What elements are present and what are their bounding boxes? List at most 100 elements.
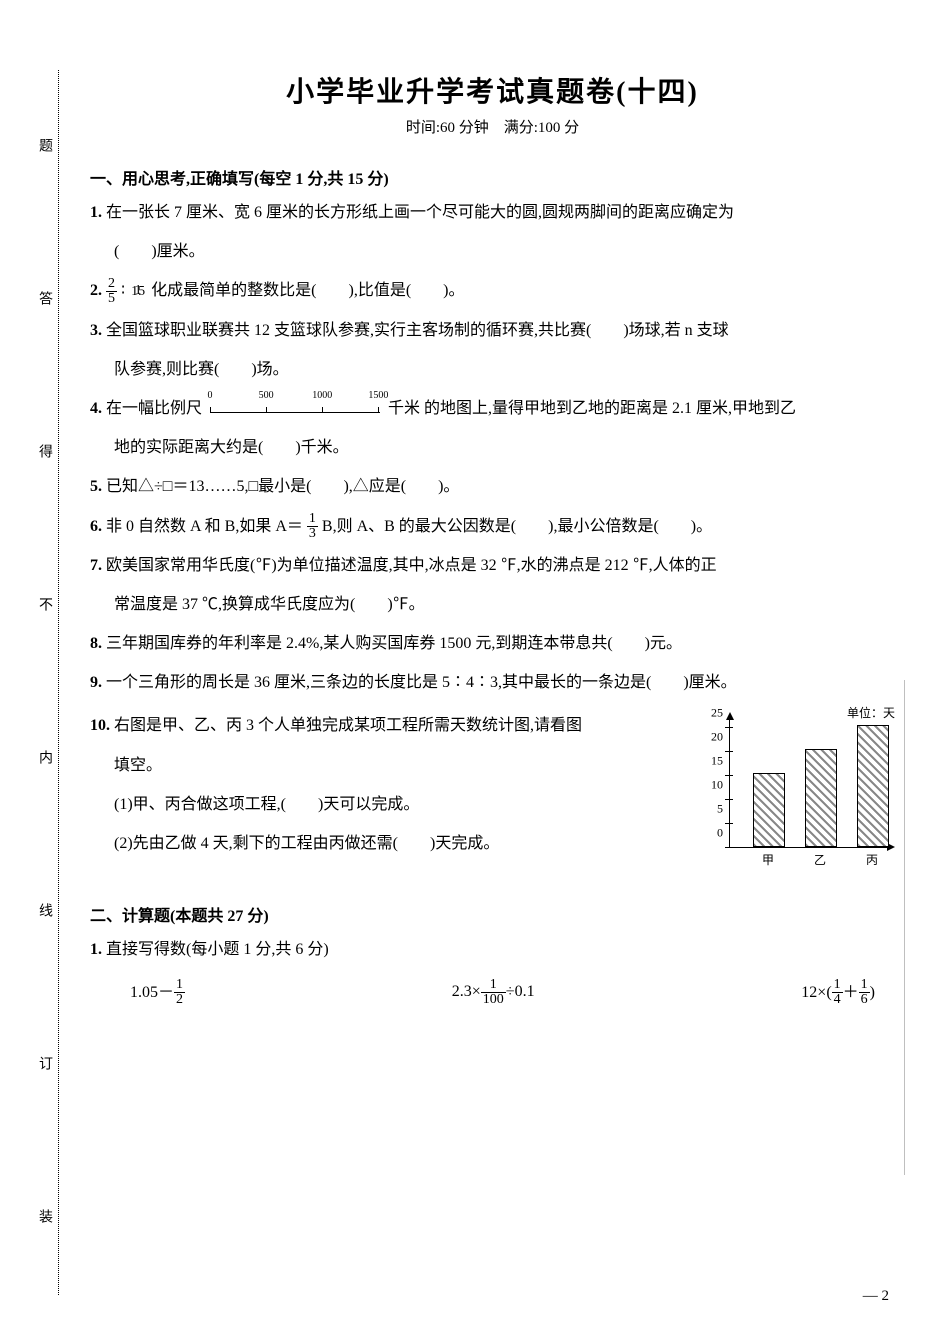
numerator: 2 xyxy=(106,277,117,292)
expr3-plus: ＋ xyxy=(843,984,859,1001)
expr2-text-a: 2.3× xyxy=(452,983,481,1000)
numerator: 1 xyxy=(174,978,185,993)
q2-frac-1: 25 xyxy=(106,277,117,306)
question-5: 5. 已知△÷□＝13……5,□最小是( ),△应是( )。 xyxy=(90,469,895,504)
expr-2: 2.3×1100÷0.1 xyxy=(452,978,535,1008)
denominator: 6 xyxy=(859,993,870,1007)
content-area: 小学毕业升学考试真题卷(十四) 时间:60 分钟 满分:100 分 一、用心思考… xyxy=(90,70,895,1007)
bar-yi xyxy=(805,749,837,847)
chart-unit-label: 单位：天 xyxy=(847,704,895,721)
question-8: 8. 三年期国库券的年利率是 2.4%,某人购买国库券 1500 元,到期连本带… xyxy=(90,626,895,661)
x-axis xyxy=(729,847,889,848)
right-crop-edge xyxy=(903,680,905,1175)
y-tick-label: 0 xyxy=(695,826,723,841)
q8-text: 三年期国库券的年利率是 2.4%,某人购买国库券 1500 元,到期连本带息共(… xyxy=(106,635,682,652)
question-2: 2. 25 ∶ 115 化成最简单的整数比是( ),比值是( )。 xyxy=(90,273,895,308)
question-4-line2: 地的实际距离大约是( )千米。 xyxy=(90,430,895,465)
q10-number: 10. xyxy=(90,717,110,734)
q1-number: 1. xyxy=(90,204,102,221)
q6-number: 6. xyxy=(90,518,102,535)
q10-sub1: (1)甲、丙合做这项工程,( )天可以完成。 xyxy=(90,787,685,822)
binding-char: 题 xyxy=(34,138,54,156)
binding-char: 不 xyxy=(34,597,54,615)
expr1-text: 1.05－ xyxy=(130,984,174,1001)
binding-margin: 装 订 线 内 不 得 答 题 xyxy=(30,70,59,1295)
numerator: 1 xyxy=(307,512,318,527)
scale-label: 1500 xyxy=(368,385,388,407)
y-axis xyxy=(729,718,730,848)
numerator: 1 xyxy=(832,978,843,993)
q3-number: 3. xyxy=(90,322,102,339)
bar-label: 甲 xyxy=(753,851,783,868)
s2-sub1-number: 1. xyxy=(90,941,102,958)
scale-tick xyxy=(210,407,211,413)
expr3-frac-2: 16 xyxy=(859,978,870,1007)
question-10-text: 10. 右图是甲、乙、丙 3 个人单独完成某项工程所需天数统计图,请看图 填空。… xyxy=(90,704,685,874)
full-label: 满分: xyxy=(489,120,538,136)
binding-char: 得 xyxy=(34,444,54,462)
page-title: 小学毕业升学考试真题卷(十四) xyxy=(90,70,895,110)
question-7: 7. 欧美国家常用华氏度(℉)为单位描述温度,其中,冰点是 32 ℉,水的沸点是… xyxy=(90,548,895,583)
q3-text: 全国篮球职业联赛共 12 支篮球队参赛,实行主客场制的循环赛,共比赛( )场球,… xyxy=(106,322,729,339)
expr-3: 12×(14＋16) xyxy=(801,978,875,1008)
expr2-text-b: ÷0.1 xyxy=(506,983,535,1000)
numerator: 1 xyxy=(481,978,506,993)
bar-label: 乙 xyxy=(805,851,835,868)
question-7-line2: 常温度是 37 ℃,换算成华氏度应为( )℉。 xyxy=(90,587,895,622)
q2-text: 化成最简单的整数比是( ),比值是( )。 xyxy=(151,282,464,299)
time-label: 时间: xyxy=(406,120,440,136)
q4-number: 4. xyxy=(90,400,102,417)
q8-number: 8. xyxy=(90,635,102,652)
question-3: 3. 全国篮球职业联赛共 12 支篮球队参赛,实行主客场制的循环赛,共比赛( )… xyxy=(90,313,895,348)
section-2-head: 二、计算题(本题共 27 分) xyxy=(90,902,895,926)
q5-number: 5. xyxy=(90,478,102,495)
y-tick xyxy=(725,847,733,848)
denominator: 100 xyxy=(481,993,506,1007)
q9-number: 9. xyxy=(90,674,102,691)
page-subtitle: 时间:60 分钟 满分:100 分 xyxy=(90,116,895,137)
question-9: 9. 一个三角形的周长是 36 厘米,三条边的长度比是 5∶4∶3,其中最长的一… xyxy=(90,665,895,700)
binding-char: 订 xyxy=(34,1056,54,1074)
q6-frac: 13 xyxy=(307,512,318,541)
scale-label: 1000 xyxy=(312,385,332,407)
q6-text-2: B,则 A、B 的最大公因数是( ),最小公倍数是( )。 xyxy=(322,518,712,535)
section-1-head: 一、用心思考,正确填写(每空 1 分,共 15 分) xyxy=(90,165,895,189)
expr3-frac-1: 14 xyxy=(832,978,843,1007)
q4-text-2: 千米 的地图上,量得甲地到乙地的距离是 2.1 厘米,甲地到乙 xyxy=(388,400,796,417)
question-4: 4. 在一幅比例尺 0 500 1000 1500 千米 的地图上,量得甲地到乙… xyxy=(90,391,895,426)
scale-tick xyxy=(322,407,323,413)
expr2-frac: 1100 xyxy=(481,978,506,1007)
y-tick-label: 5 xyxy=(695,802,723,817)
scale-line xyxy=(210,412,380,413)
s2-sub1-text: 直接写得数(每小题 1 分,共 6 分) xyxy=(106,941,329,958)
question-10-wrap: 10. 右图是甲、乙、丙 3 个人单独完成某项工程所需天数统计图,请看图 填空。… xyxy=(90,704,895,874)
scale-tick xyxy=(378,407,379,413)
exam-page: 装 订 线 内 不 得 答 题 小学毕业升学考试真题卷(十四) 时间:60 分钟… xyxy=(0,0,945,1335)
expr1-frac: 12 xyxy=(174,978,185,1007)
expr3-text-a: 12×( xyxy=(801,984,831,1001)
scale-bar: 0 500 1000 1500 xyxy=(210,401,380,417)
question-3-line2: 队参赛,则比赛( )场。 xyxy=(90,352,895,387)
scale-label: 0 xyxy=(208,385,213,407)
denominator: 5 xyxy=(106,292,117,306)
q7-text: 欧美国家常用华氏度(℉)为单位描述温度,其中,冰点是 32 ℉,水的沸点是 21… xyxy=(106,557,717,574)
y-tick-label: 25 xyxy=(695,706,723,721)
expr-1: 1.05－12 xyxy=(130,978,185,1008)
question-6: 6. 非 0 自然数 A 和 B,如果 A＝ 13 B,则 A、B 的最大公因数… xyxy=(90,509,895,544)
binding-char: 装 xyxy=(34,1209,54,1227)
scale-tick xyxy=(266,407,267,413)
question-1-line2: ( )厘米。 xyxy=(90,234,895,269)
q7-number: 7. xyxy=(90,557,102,574)
denominator: 3 xyxy=(307,527,318,541)
y-tick xyxy=(725,823,733,824)
time-value: 60 分钟 xyxy=(440,120,489,136)
q2-frac-2: 115 xyxy=(129,284,147,299)
binding-char: 内 xyxy=(34,750,54,768)
y-tick xyxy=(725,751,733,752)
q9-text: 一个三角形的周长是 36 厘米,三条边的长度比是 5∶4∶3,其中最长的一条边是… xyxy=(106,674,737,691)
y-tick-label: 10 xyxy=(695,778,723,793)
denominator: 15 xyxy=(129,285,147,299)
denominator: 2 xyxy=(174,993,185,1007)
page-number: — 2 xyxy=(863,1288,889,1305)
y-tick xyxy=(725,727,733,728)
